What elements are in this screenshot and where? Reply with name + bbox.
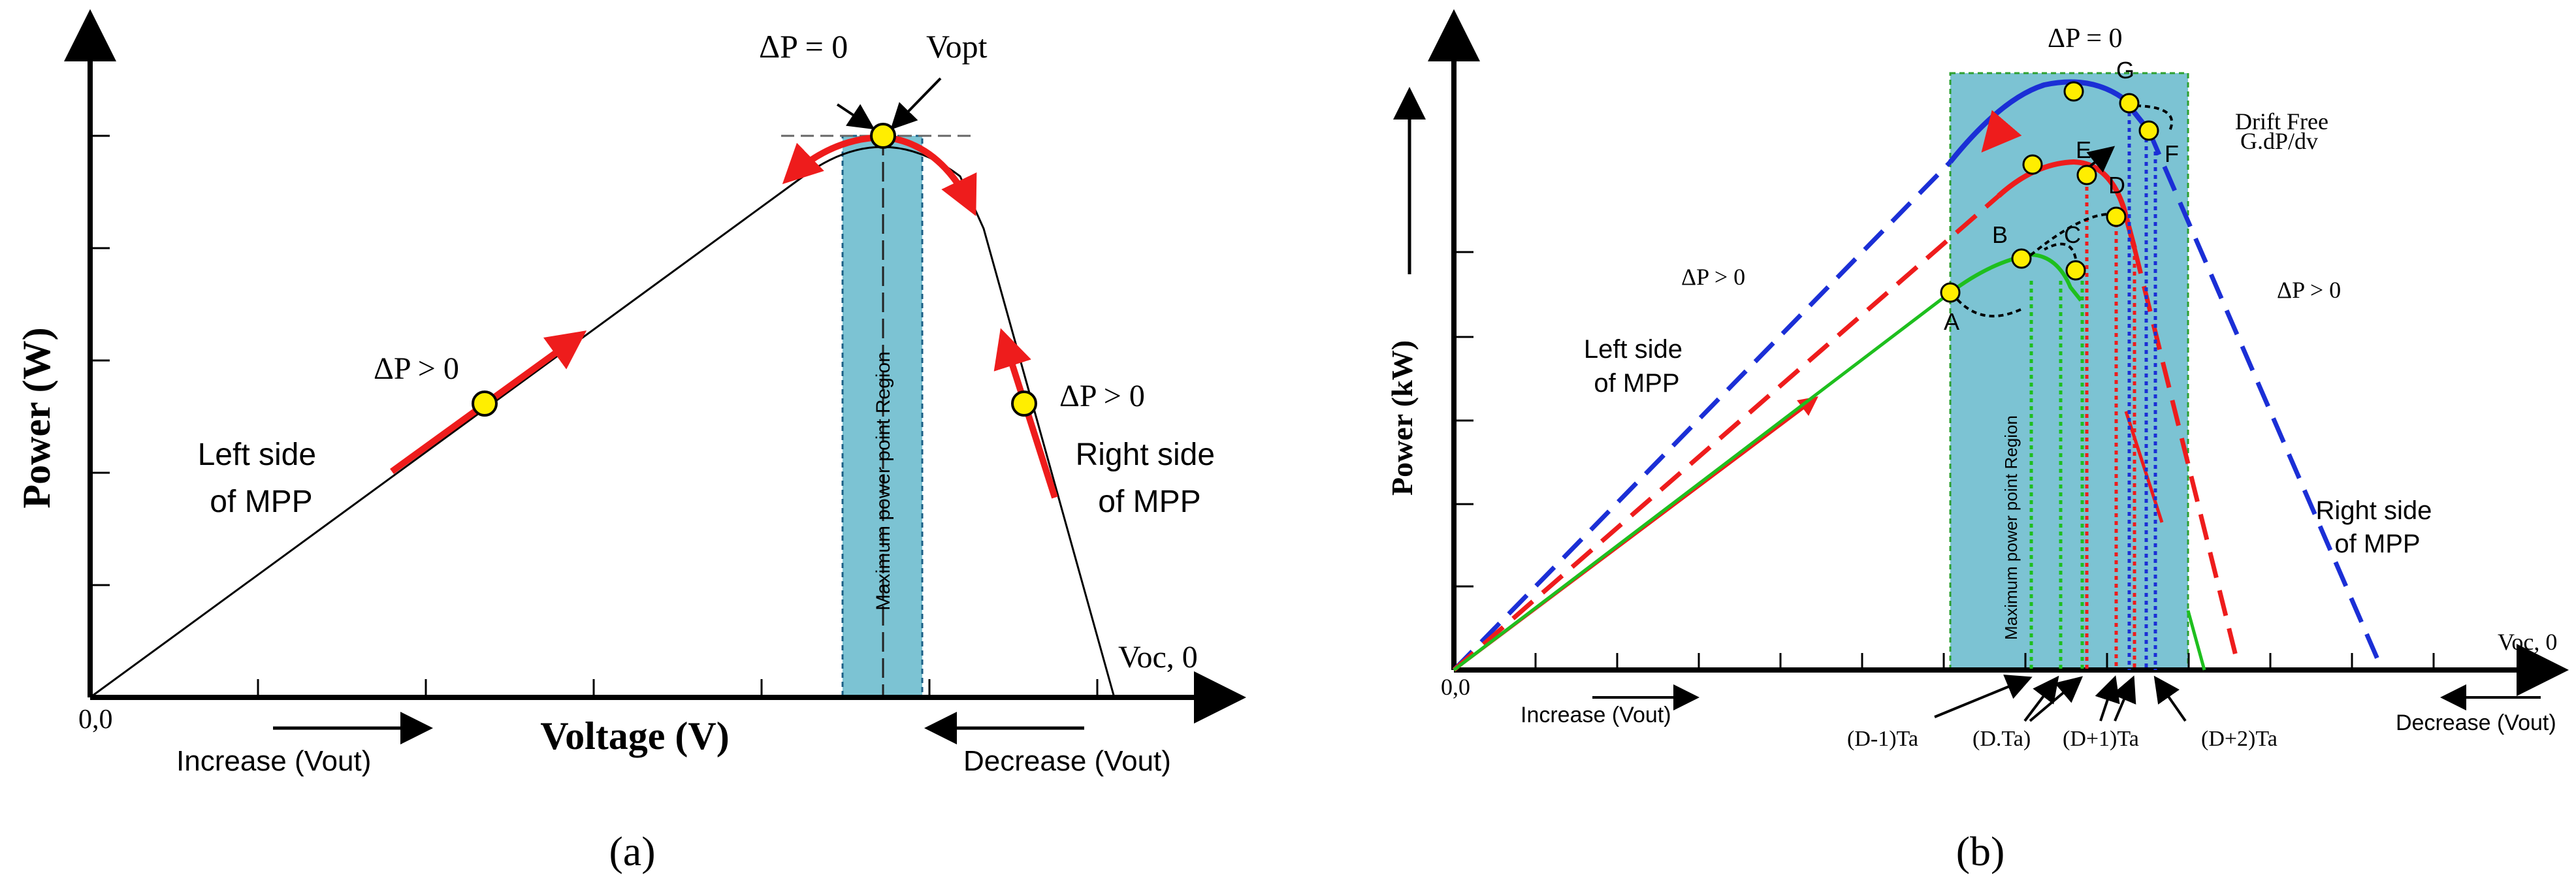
pv-curve-a — [89, 146, 1116, 699]
x-axis-label-a: Voltage (V) — [540, 714, 729, 757]
point-a — [1940, 282, 1961, 303]
origin-label-b: 0,0 — [1441, 674, 1470, 700]
delta-p-left-b: ΔP > 0 — [1681, 264, 1745, 290]
time-label-0: (D-1)Ta — [1847, 727, 1918, 751]
label-e: E — [2076, 136, 2091, 163]
v-opt-label: Vopt — [926, 28, 988, 65]
left-side-label-b: Left side of MPP — [1584, 335, 1690, 398]
decrease-label-a: Decrease (Vout) — [963, 745, 1171, 777]
right-side-label-a: Right side of MPP — [1076, 438, 1224, 519]
point-e2 — [2022, 154, 2043, 175]
time-label-1: (D.Ta) — [1972, 727, 2031, 751]
caption-a: (a) — [609, 828, 655, 874]
operating-point-right — [1011, 390, 1037, 417]
point-e — [2076, 165, 2097, 185]
panel-a: Maximum power point Region — [15, 9, 1246, 874]
point-f — [2138, 120, 2159, 141]
mpp-point-a — [870, 123, 896, 149]
caption-b: (b) — [1956, 828, 2005, 874]
voc-label-a: Voc, 0 — [1118, 640, 1198, 675]
y-axis-label-a: Power (W) — [15, 327, 58, 508]
left-side-label-a: Left side of MPP — [198, 438, 325, 519]
label-a: A — [1944, 308, 1959, 335]
label-b: B — [1992, 221, 2008, 248]
y-axis-label-b: Power (kW) — [1385, 340, 1419, 496]
delta-p-left-a: ΔP > 0 — [374, 351, 459, 386]
increase-label-b: Increase (Vout) — [1521, 703, 1671, 727]
point-d — [2106, 206, 2127, 227]
label-c: C — [2064, 221, 2081, 248]
decrease-label-b: Decrease (Vout) — [2396, 710, 2556, 735]
time-label-2: (D+1)Ta — [2063, 727, 2139, 751]
label-d: D — [2108, 172, 2125, 199]
delta-p-right-b: ΔP > 0 — [2277, 277, 2341, 303]
region-label-b: Maximum power point Region — [2001, 415, 2021, 640]
origin-label-a: 0,0 — [78, 705, 113, 735]
mpp-region-b — [1949, 72, 2189, 670]
delta-p-zero-b: ΔP = 0 — [2048, 24, 2123, 54]
label-f: F — [2165, 140, 2179, 167]
panel-b: Maximum power point Region — [1385, 9, 2569, 874]
region-label-a: Maximum power point Region — [873, 351, 894, 611]
point-c — [2065, 260, 2086, 281]
increase-label-a: Increase (Vout) — [176, 745, 371, 777]
point-g — [2119, 93, 2140, 114]
point-peak — [2063, 81, 2084, 102]
operating-point-left — [472, 390, 498, 417]
delta-p-zero-a: ΔP = 0 — [759, 28, 848, 65]
label-g: G — [2116, 57, 2134, 84]
delta-p-right-a: ΔP > 0 — [1059, 379, 1145, 413]
right-side-label-b: Right side of MPP — [2316, 496, 2439, 558]
time-label-3: (D+2)Ta — [2201, 727, 2278, 751]
voc-label-b: Voc, 0 — [2498, 629, 2557, 655]
point-b — [2011, 248, 2032, 269]
drift-free-label: Drift Free G.dP/dv — [2235, 108, 2334, 154]
